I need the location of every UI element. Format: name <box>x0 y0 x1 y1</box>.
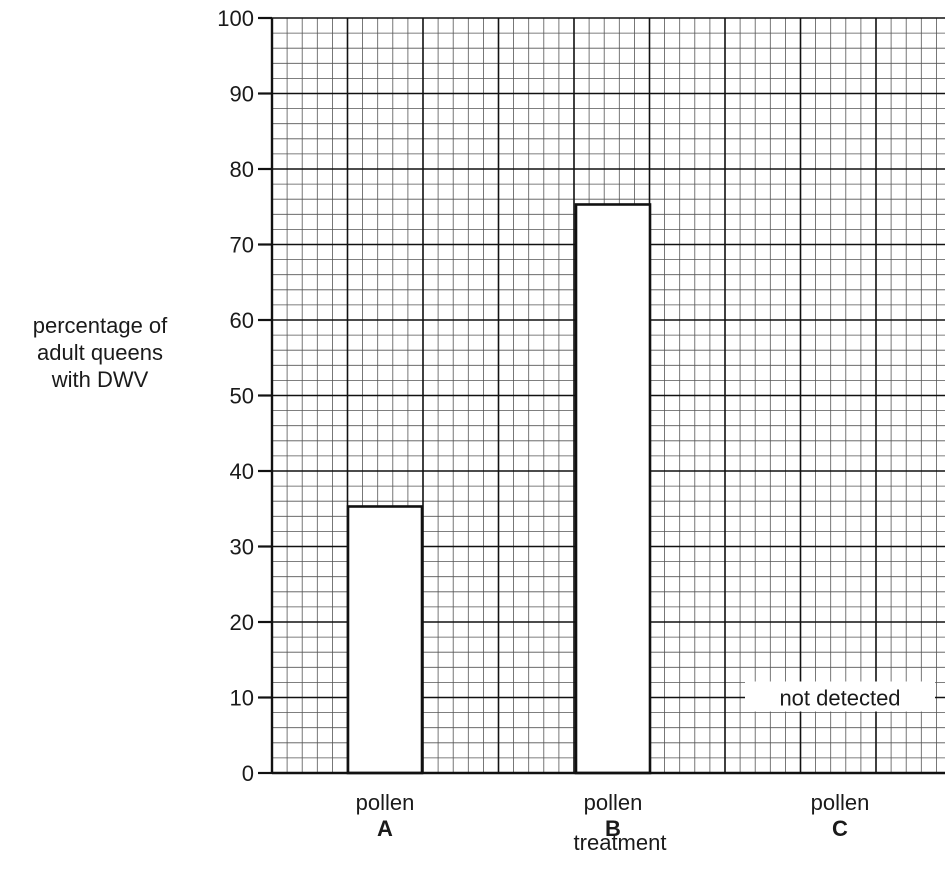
bar-a <box>346 505 424 775</box>
y-axis-label: percentage of adult queens with DWV <box>32 313 168 392</box>
y-tick-label: 70 <box>230 233 254 258</box>
category-c-name: pollen <box>810 790 870 815</box>
category-b-name: pollen <box>583 790 643 815</box>
y-tick-label: 50 <box>230 384 254 409</box>
bar-b <box>574 203 652 775</box>
y-tick-label: 30 <box>230 535 254 560</box>
annotations: not detected <box>745 681 935 712</box>
category-c-letter: C <box>832 816 848 841</box>
y-tick-label: 80 <box>230 157 254 182</box>
annotation-not-detected: not detected <box>779 686 900 711</box>
category-a-letter: A <box>377 816 393 841</box>
y-tick-label: 10 <box>230 686 254 711</box>
y-tick-label: 90 <box>230 82 254 107</box>
y-tick-label: 40 <box>230 459 254 484</box>
y-tick-label: 20 <box>230 610 254 635</box>
y-tick-label: 0 <box>242 761 254 786</box>
annotation-background <box>745 681 935 712</box>
category-label-b: pollen B <box>543 790 683 842</box>
category-label-a: pollen A <box>315 790 455 842</box>
x-axis-label: treatment <box>573 830 667 855</box>
category-a-name: pollen <box>355 790 415 815</box>
y-axis: 0 10 20 30 40 50 60 70 80 90 100 <box>217 6 945 786</box>
category-label-c: pollen C <box>770 790 910 842</box>
y-tick-label: 100 <box>217 6 254 31</box>
y-tick-label: 60 <box>230 308 254 333</box>
bars <box>346 203 652 775</box>
category-b-letter: B <box>605 816 621 841</box>
